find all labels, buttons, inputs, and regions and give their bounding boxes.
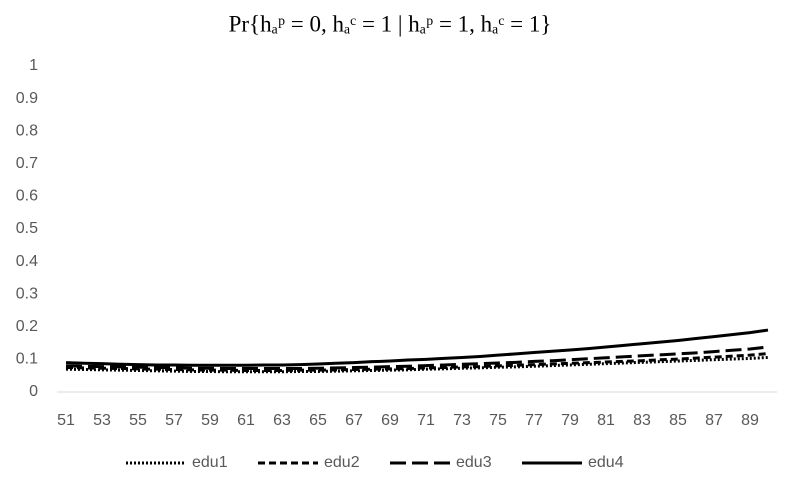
legend-label: edu1 bbox=[192, 454, 228, 471]
x-tick-label: 89 bbox=[741, 412, 759, 429]
series-line bbox=[65, 345, 769, 371]
y-tick-label: 0.4 bbox=[16, 253, 38, 270]
y-tick-label: 0.2 bbox=[16, 318, 38, 335]
y-tick-label: 0.3 bbox=[16, 285, 38, 302]
y-tick-label: 0.5 bbox=[16, 220, 38, 237]
x-tick-label: 79 bbox=[561, 412, 579, 429]
x-tick-label: 55 bbox=[129, 412, 147, 429]
x-tick-label: 73 bbox=[453, 412, 471, 429]
x-tick-label: 69 bbox=[381, 412, 399, 429]
y-tick-label: 1 bbox=[29, 57, 38, 74]
x-tick-label: 61 bbox=[237, 412, 255, 429]
x-tick-label: 63 bbox=[273, 412, 291, 429]
x-tick-label: 77 bbox=[525, 412, 543, 429]
y-tick-label: 0.1 bbox=[16, 351, 38, 368]
y-tick-label: 0.9 bbox=[16, 90, 38, 107]
x-tick-label: 57 bbox=[165, 412, 183, 429]
x-tick-label: 65 bbox=[309, 412, 327, 429]
series-line bbox=[65, 352, 769, 372]
legend-label: edu3 bbox=[456, 454, 492, 471]
x-tick-label: 51 bbox=[57, 412, 75, 429]
legend-label: edu2 bbox=[324, 454, 360, 471]
legend-label: edu4 bbox=[588, 454, 624, 471]
x-tick-label: 59 bbox=[201, 412, 219, 429]
x-tick-label: 71 bbox=[417, 412, 435, 429]
chart-title: Pr{hₐᵖ = 0, hₐᶜ = 1 | hₐᵖ = 1, hₐᶜ = 1} bbox=[229, 11, 552, 36]
x-tick-label: 85 bbox=[669, 412, 687, 429]
x-tick-label: 67 bbox=[345, 412, 363, 429]
x-tick-label: 75 bbox=[489, 412, 507, 429]
x-tick-label: 81 bbox=[597, 412, 615, 429]
y-tick-label: 0.6 bbox=[16, 188, 38, 205]
series-line bbox=[65, 355, 769, 374]
x-tick-label: 83 bbox=[633, 412, 651, 429]
x-tick-label: 87 bbox=[705, 412, 723, 429]
series-line bbox=[65, 328, 769, 367]
x-tick-label: 53 bbox=[93, 412, 111, 429]
y-tick-label: 0 bbox=[29, 383, 38, 400]
y-tick-label: 0.8 bbox=[16, 122, 38, 139]
y-tick-label: 0.7 bbox=[16, 155, 38, 172]
